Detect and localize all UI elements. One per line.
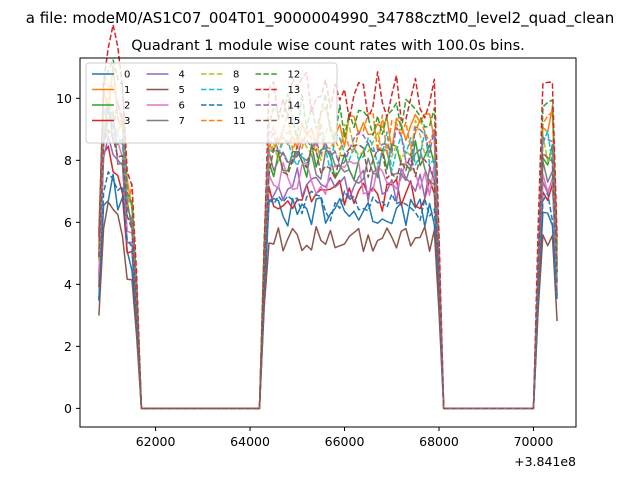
legend-label-11: 11: [233, 116, 246, 127]
series-line-14: [98, 100, 558, 410]
legend-frame: [85, 62, 338, 144]
plot-area-frame: [79, 57, 577, 428]
legend-label-2: 2: [124, 101, 130, 112]
x-tick-label: 68000: [419, 434, 459, 449]
legend-label-13: 13: [288, 85, 301, 96]
chart-title: Quadrant 1 module wise count rates with …: [131, 38, 525, 54]
legend-label-15: 15: [288, 116, 301, 127]
legend-label-8: 8: [233, 70, 239, 81]
series-line-15: [98, 129, 558, 410]
legend-label-5: 5: [179, 85, 185, 96]
series-line-3: [98, 145, 558, 410]
y-tick-label: 6: [64, 215, 72, 230]
legend-label-9: 9: [233, 85, 239, 96]
series-line-9: [98, 103, 558, 410]
series-line-0: [98, 173, 558, 410]
legend-label-3: 3: [124, 116, 130, 127]
figure-suptitle: a file: modeM0/AS1C07_004T01_9000004990_…: [26, 9, 614, 28]
y-tick-label: 2: [64, 339, 72, 354]
series-line-7: [98, 110, 558, 410]
y-axis: 0 2 4 6 8 10: [56, 91, 80, 416]
y-tick-label: 0: [64, 401, 72, 416]
x-tick-label: 70000: [514, 434, 554, 449]
legend-label-1: 1: [124, 85, 130, 96]
y-tick-label: 8: [64, 153, 72, 168]
x-tick-label: 62000: [136, 434, 176, 449]
legend-label-7: 7: [179, 116, 185, 127]
x-tick-label: 64000: [230, 434, 270, 449]
legend-label-14: 14: [288, 101, 301, 112]
legend-label-4: 4: [179, 70, 185, 81]
y-tick-label: 10: [56, 91, 72, 106]
x-tick-label: 66000: [325, 434, 365, 449]
series-line-10: [98, 171, 558, 410]
y-tick-label: 4: [64, 277, 72, 292]
series-line-5: [98, 201, 558, 410]
x-offset-label: +3.841e8: [514, 454, 576, 469]
legend-label-6: 6: [179, 101, 185, 112]
legend-label-10: 10: [233, 101, 246, 112]
plot-lines: [98, 24, 558, 410]
legend-label-12: 12: [288, 70, 301, 81]
x-axis: 62000 64000 66000 68000 70000: [136, 427, 554, 449]
series-line-6: [98, 131, 558, 410]
legend-label-0: 0: [124, 70, 130, 81]
